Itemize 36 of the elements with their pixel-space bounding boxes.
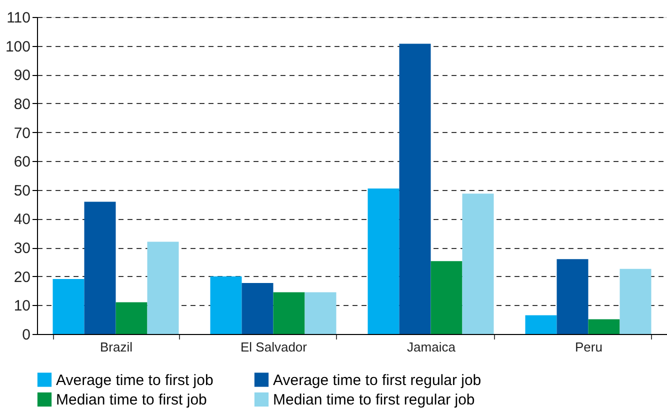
bar — [620, 268, 652, 334]
x-tick-label: El Salvador — [240, 340, 308, 354]
bar — [84, 202, 116, 334]
x-tick-label: Brazil — [100, 340, 133, 354]
bar — [588, 319, 620, 334]
x-tick-label: Jamaica — [407, 340, 456, 354]
bar — [399, 44, 431, 334]
y-tick-label: 0 — [22, 326, 30, 344]
bar — [525, 315, 557, 334]
bar — [147, 242, 179, 334]
bar — [304, 292, 336, 334]
y-tick-label: 90 — [14, 67, 30, 84]
legend-label: Median time to first job — [56, 392, 207, 408]
y-tick-label: 70 — [14, 124, 30, 142]
y-tick-label: 20 — [14, 268, 30, 286]
bar — [116, 302, 148, 334]
y-tick-label: 10 — [14, 298, 30, 315]
y-tick-label: 50 — [14, 182, 30, 200]
bar — [556, 259, 588, 334]
legend-label: Average time to first job — [56, 372, 214, 389]
legend-label: Average time to first regular job — [273, 372, 482, 389]
y-tick-label: 60 — [14, 154, 30, 171]
y-tick-label: 100 — [5, 38, 30, 56]
legend-label: Median time to first regular job — [273, 392, 475, 408]
bar — [273, 292, 305, 334]
x-tick-label: Peru — [575, 340, 602, 354]
y-tick-label: 80 — [14, 96, 30, 113]
bar — [368, 188, 400, 334]
bar — [430, 261, 462, 334]
bar — [52, 278, 84, 334]
y-tick-label: 110 — [6, 10, 30, 26]
y-tick-label: 30 — [14, 240, 30, 258]
y-tick-label: 40 — [14, 211, 30, 228]
bar — [462, 194, 494, 334]
bar — [242, 282, 274, 334]
bar — [210, 276, 242, 334]
